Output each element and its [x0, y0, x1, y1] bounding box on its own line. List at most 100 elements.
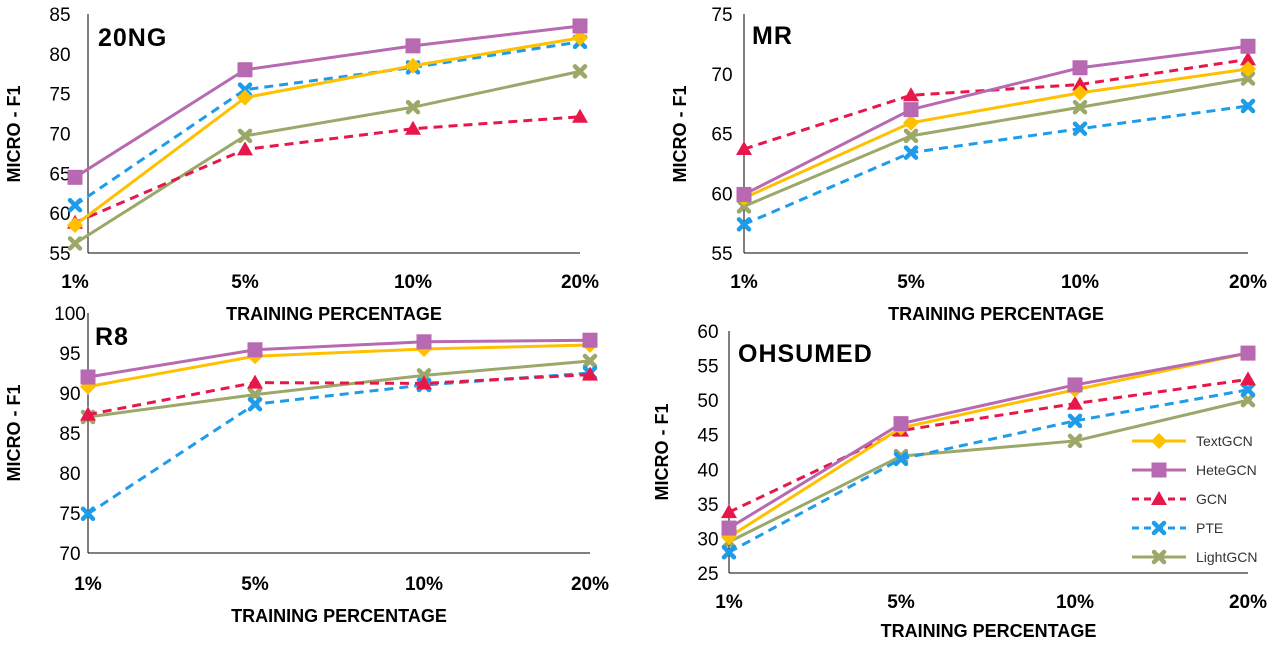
y-tick-label: 25 — [697, 564, 718, 585]
legend-item-lightgcn: LightGCN — [1132, 549, 1257, 565]
data-point-gcn — [237, 141, 253, 156]
data-point-gcn — [1240, 371, 1256, 386]
series-gcn — [736, 51, 1256, 156]
data-point-gcn — [721, 504, 737, 519]
data-point-pte — [1240, 382, 1256, 398]
x-axis-label: TRAINING PERCENTAGE — [881, 621, 1097, 641]
legend-item-pte: PTE — [1132, 520, 1223, 536]
x-tick-label: 20% — [1229, 592, 1267, 613]
data-point-lightgcn — [1067, 433, 1083, 449]
legend-item-hetegcn: HeteGCN — [1132, 462, 1257, 478]
x-tick-label: 1% — [715, 592, 743, 613]
data-point-lightgcn — [1240, 71, 1256, 86]
y-tick-label: 30 — [697, 529, 718, 550]
x-tick-label: 1% — [61, 272, 89, 293]
series-line-lightgcn — [87, 359, 591, 419]
series-line-lightgcn — [74, 69, 581, 245]
data-point-pte — [893, 451, 909, 467]
data-point-lightgcn — [67, 236, 83, 251]
data-point-pte — [67, 197, 83, 213]
y-tick-label: 90 — [59, 384, 80, 405]
series-line-hetegcn — [74, 24, 581, 179]
data-point-gcn — [1067, 395, 1083, 410]
series-pte — [736, 98, 1256, 232]
data-point-lightgcn — [572, 64, 588, 79]
data-point-hetegcn — [572, 18, 588, 34]
y-tick-label: 55 — [697, 357, 718, 378]
data-point-gcn — [1072, 76, 1088, 91]
x-tick-label: 10% — [1056, 592, 1094, 613]
series-pte — [721, 382, 1256, 560]
legend-label: PTE — [1196, 520, 1223, 536]
data-point-pte — [736, 217, 752, 232]
y-axis-label: MICRO - F1 — [652, 404, 672, 501]
data-point-gcn — [903, 87, 919, 102]
series-hetegcn — [67, 18, 588, 185]
data-point-hetegcn — [1240, 38, 1256, 54]
data-point-pte — [721, 545, 737, 560]
data-point-hetegcn — [582, 332, 598, 348]
data-point-lightgcn — [1072, 99, 1088, 115]
data-point-hetegcn — [903, 102, 919, 118]
series-line-textgcn — [74, 36, 581, 227]
y-tick-label: 65 — [711, 125, 732, 146]
y-tick-label: 55 — [711, 244, 732, 265]
data-point-textgcn — [1072, 84, 1088, 101]
y-tick-label: 80 — [59, 464, 80, 485]
series-lightgcn — [736, 71, 1256, 214]
y-tick-label: 60 — [49, 204, 70, 225]
x-tick-label: 1% — [74, 574, 102, 595]
data-point-textgcn — [1240, 60, 1256, 77]
series-line-textgcn — [87, 343, 591, 389]
series-line-textgcn — [728, 351, 1249, 539]
data-point-pte — [1067, 413, 1083, 429]
x-tick-label: 5% — [897, 272, 925, 293]
x-tick-label: 5% — [887, 592, 915, 613]
series-line-pte — [743, 104, 1249, 226]
y-axis-label: MICRO - F1 — [670, 86, 690, 183]
data-point-hetegcn — [893, 416, 909, 432]
x-tick-label: 5% — [241, 574, 269, 595]
data-point-pte — [80, 506, 96, 522]
data-point-hetegcn — [1072, 60, 1088, 76]
x-tick-label: 20% — [561, 272, 599, 293]
y-tick-label: 70 — [59, 544, 80, 565]
data-point-lightgcn — [903, 128, 919, 144]
data-point-textgcn — [572, 29, 588, 46]
legend: TextGCN HeteGCN GCN PTE LightGCN — [1132, 433, 1257, 565]
x-axis-label: TRAINING PERCENTAGE — [226, 304, 442, 324]
x-tick-label: 1% — [730, 272, 758, 293]
series-line-pte — [74, 40, 581, 207]
series-textgcn — [67, 29, 588, 234]
data-point-hetegcn — [405, 38, 421, 54]
y-tick-label: 75 — [49, 85, 70, 106]
data-point-hetegcn — [67, 169, 83, 185]
series-gcn — [721, 371, 1256, 519]
y-tick-label: 70 — [711, 65, 732, 86]
y-tick-label: 45 — [697, 426, 718, 447]
y-tick-label: 100 — [54, 304, 86, 325]
chart-title: 20NG — [98, 24, 167, 52]
y-tick-label: 80 — [49, 45, 70, 66]
legend-swatch-marker — [1151, 520, 1167, 536]
legend-label: HeteGCN — [1196, 462, 1257, 478]
legend-swatch-marker — [1151, 462, 1167, 478]
legend-swatch-marker — [1151, 491, 1167, 505]
data-point-textgcn — [405, 57, 421, 74]
x-axis-label: TRAINING PERCENTAGE — [231, 606, 447, 626]
series-hetegcn — [736, 38, 1256, 202]
x-tick-label: 5% — [231, 272, 259, 293]
data-point-hetegcn — [1240, 345, 1256, 361]
series-hetegcn — [721, 345, 1256, 536]
y-tick-label: 35 — [697, 495, 718, 516]
chart-panel-3: 70 75 80 85 90 95 100 1% 5% 10% 20% TRAINING PERCEN… — [4, 304, 609, 626]
x-axis-label: TRAINING PERCENTAGE — [888, 304, 1104, 324]
y-tick-label: 70 — [49, 125, 70, 146]
data-point-textgcn — [237, 89, 253, 106]
data-point-hetegcn — [237, 62, 253, 78]
data-point-hetegcn — [721, 520, 737, 536]
series-textgcn — [721, 345, 1256, 546]
series-textgcn — [736, 60, 1256, 207]
data-point-lightgcn — [736, 199, 752, 214]
